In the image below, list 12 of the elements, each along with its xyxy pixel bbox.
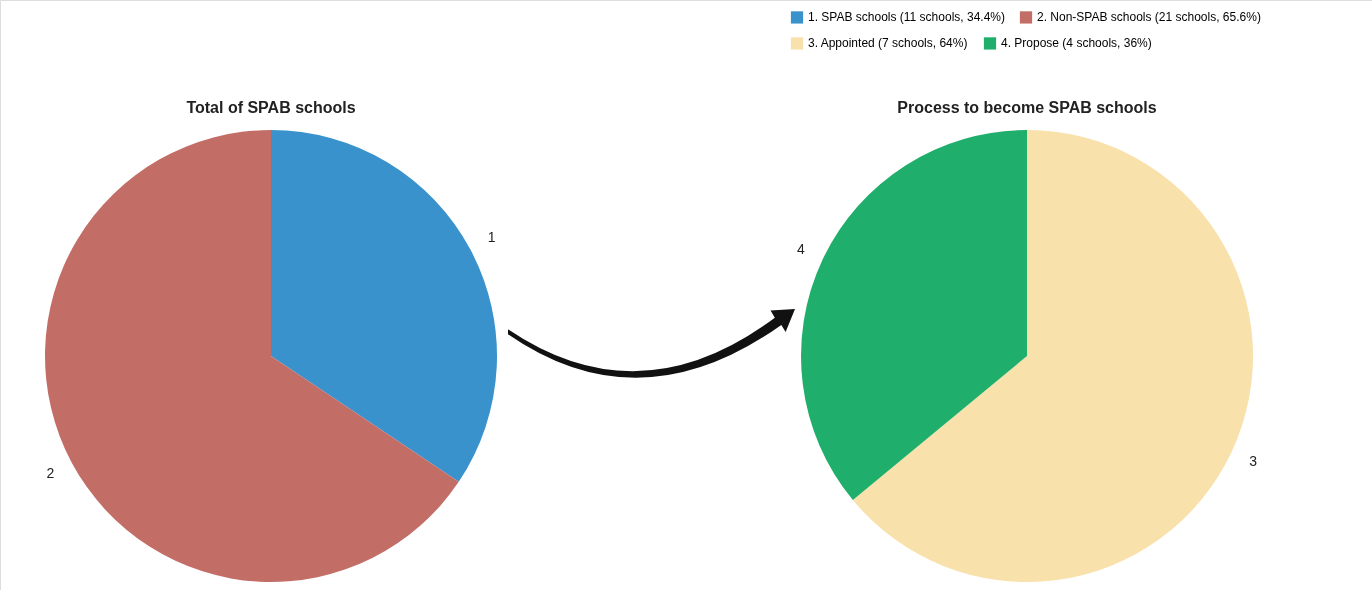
text: 4 (796, 240, 805, 257)
text: Process to become SPAB schools (897, 99, 1157, 116)
pie-slice (45, 130, 459, 582)
text: 1 (487, 229, 496, 246)
legend-label: 3. Appointed (7 schools, 64%) (808, 36, 968, 51)
text: 3 (1249, 453, 1258, 470)
text: 2 (46, 464, 55, 481)
text: Total of SPAB schools (186, 99, 356, 116)
legend-label: 2. Non-SPAB schools (21 schools, 65.6%) (1037, 10, 1261, 25)
legend-label: 1. SPAB schools (11 schools, 34.4%) (808, 10, 1005, 25)
legend-label: 4. Propose (4 schools, 36%) (1001, 36, 1152, 51)
pie-slice (271, 130, 497, 482)
